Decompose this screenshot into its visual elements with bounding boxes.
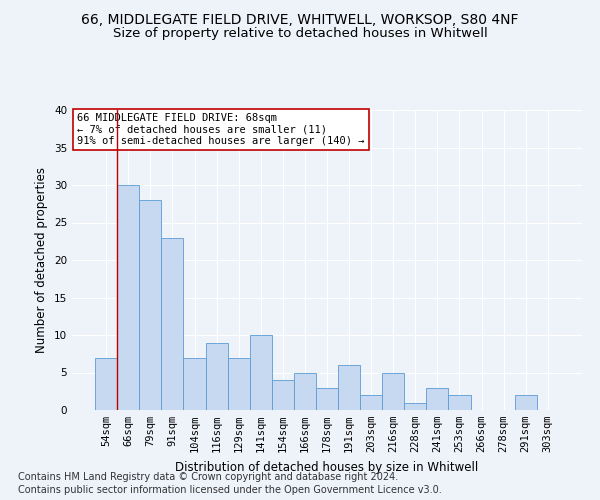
Y-axis label: Number of detached properties: Number of detached properties (35, 167, 49, 353)
Bar (338, 365, 360, 410)
Text: Size of property relative to detached houses in Whitwell: Size of property relative to detached ho… (113, 28, 487, 40)
X-axis label: Distribution of detached houses by size in Whitwell: Distribution of detached houses by size … (175, 460, 479, 473)
Bar (515, 395, 537, 410)
Bar (227, 358, 250, 410)
Text: Contains public sector information licensed under the Open Government Licence v3: Contains public sector information licen… (18, 485, 442, 495)
Bar (117, 185, 139, 410)
Bar (139, 200, 161, 410)
Bar (272, 380, 294, 410)
Bar (161, 238, 184, 410)
Bar (95, 358, 117, 410)
Text: Contains HM Land Registry data © Crown copyright and database right 2024.: Contains HM Land Registry data © Crown c… (18, 472, 398, 482)
Bar (294, 372, 316, 410)
Bar (184, 358, 206, 410)
Bar (382, 372, 404, 410)
Bar (250, 335, 272, 410)
Bar (448, 395, 470, 410)
Text: 66, MIDDLEGATE FIELD DRIVE, WHITWELL, WORKSOP, S80 4NF: 66, MIDDLEGATE FIELD DRIVE, WHITWELL, WO… (81, 12, 519, 26)
Bar (427, 388, 448, 410)
Bar (404, 402, 427, 410)
Bar (206, 342, 227, 410)
Bar (316, 388, 338, 410)
Text: 66 MIDDLEGATE FIELD DRIVE: 68sqm
← 7% of detached houses are smaller (11)
91% of: 66 MIDDLEGATE FIELD DRIVE: 68sqm ← 7% of… (77, 113, 365, 146)
Bar (360, 395, 382, 410)
